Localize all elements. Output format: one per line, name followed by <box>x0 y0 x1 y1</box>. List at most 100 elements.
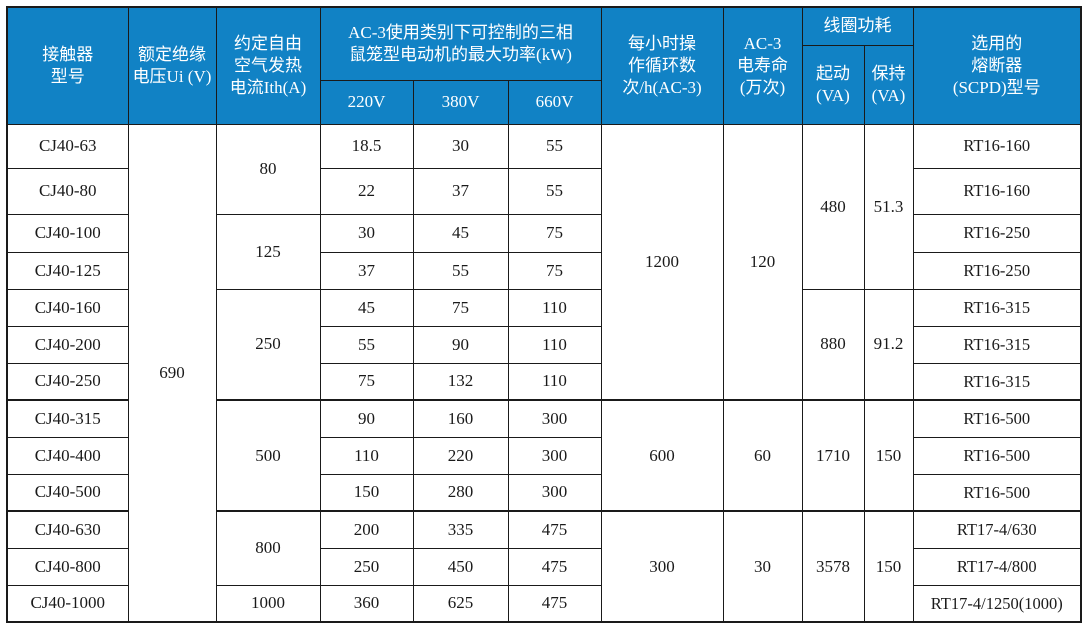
table-row: CJ40-250 75 132 110 RT16-315 <box>6 362 1082 401</box>
kw220-cell: 110 <box>319 436 414 475</box>
table-row: CJ40-80 22 37 55 RT16-160 <box>6 167 1082 215</box>
table-row: CJ40-630 800 200 335 475 300 30 3578 150… <box>6 510 1082 623</box>
ops-cell: 300 <box>600 510 724 623</box>
coil-start-cell: 1710 <box>801 399 865 512</box>
kw380-cell: 55 <box>412 251 509 290</box>
kw660-cell: 75 <box>507 251 602 290</box>
kw220-cell: 22 <box>319 167 414 215</box>
header-thermal-current: 约定自由 空气发热 电流Ith(A) <box>215 6 321 125</box>
fuse-cell: RT16-500 <box>912 473 1082 512</box>
model-cell: CJ40-80 <box>6 167 129 215</box>
life-cell: 60 <box>722 399 803 512</box>
kw380-cell: 625 <box>412 584 509 623</box>
ith-cell: 250 <box>215 288 321 401</box>
kw220-cell: 90 <box>319 399 414 438</box>
header-ops-per-hour: 每小时操 作循环数 次/h(AC-3) <box>600 6 724 125</box>
model-cell: CJ40-500 <box>6 473 129 512</box>
kw660-cell: 110 <box>507 362 602 401</box>
fuse-cell: RT16-250 <box>912 213 1082 253</box>
kw380-cell: 90 <box>412 325 509 364</box>
fuse-cell: RT16-315 <box>912 325 1082 364</box>
ith-cell: 800 <box>215 510 321 586</box>
model-cell: CJ40-125 <box>6 251 129 290</box>
fuse-cell: RT16-315 <box>912 288 1082 327</box>
ith-cell: 1000 <box>215 584 321 623</box>
kw220-cell: 18.5 <box>319 123 414 169</box>
table-row: CJ40-1000 1000 360 625 475 RT17-4/1250(1… <box>6 584 1082 623</box>
kw220-cell: 37 <box>319 251 414 290</box>
table-row: CJ40-200 55 90 110 RT16-315 <box>6 325 1082 364</box>
coil-start-cell: 480 <box>801 123 865 290</box>
coil-start-cell: 880 <box>801 288 865 401</box>
header-row: 接触器 型号 额定绝缘 电压Ui (V) 约定自由 空气发热 电流Ith(A) … <box>6 6 1082 125</box>
kw660-cell: 300 <box>507 436 602 475</box>
kw660-cell: 475 <box>507 584 602 623</box>
fuse-cell: RT16-160 <box>912 123 1082 169</box>
kw660-cell: 55 <box>507 167 602 215</box>
header-220v: 220V <box>319 79 414 125</box>
kw380-cell: 160 <box>412 399 509 438</box>
kw220-cell: 75 <box>319 362 414 401</box>
kw660-cell: 475 <box>507 510 602 549</box>
header-660v: 660V <box>507 79 602 125</box>
coil-hold-cell: 150 <box>863 399 914 512</box>
kw380-cell: 75 <box>412 288 509 327</box>
coil-hold-cell: 150 <box>863 510 914 623</box>
fuse-cell: RT17-4/1250(1000) <box>912 584 1082 623</box>
header-row: 220V 380V 660V <box>7 79 1081 125</box>
ith-cell: 80 <box>215 123 321 215</box>
ith-cell: 500 <box>215 399 321 512</box>
model-cell: CJ40-200 <box>6 325 129 364</box>
kw380-cell: 132 <box>412 362 509 401</box>
model-cell: CJ40-315 <box>6 399 129 438</box>
kw220-cell: 45 <box>319 288 414 327</box>
model-cell: CJ40-400 <box>6 436 129 475</box>
header-row: 起动 (VA) 保持 (VA) <box>7 44 1081 125</box>
kw380-cell: 30 <box>412 123 509 169</box>
kw380-cell: 280 <box>412 473 509 512</box>
table-row: CJ40-125 37 55 75 RT16-250 <box>6 251 1082 290</box>
model-cell: CJ40-630 <box>6 510 129 549</box>
fuse-cell: RT16-500 <box>912 399 1082 438</box>
kw220-cell: 55 <box>319 325 414 364</box>
header-380v: 380V <box>412 79 509 125</box>
table-row: CJ40-160 250 45 75 110 880 91.2 RT16-315 <box>6 288 1082 401</box>
header-coil-start: 起动 (VA) <box>801 44 865 125</box>
kw660-cell: 110 <box>507 288 602 327</box>
table-body: CJ40-63 690 80 18.5 30 55 1200 120 480 5… <box>6 123 1082 623</box>
model-cell: CJ40-250 <box>6 362 129 401</box>
kw220-cell: 30 <box>319 213 414 253</box>
fuse-cell: RT16-250 <box>912 251 1082 290</box>
fuse-cell: RT17-4/800 <box>912 547 1082 586</box>
ops-cell: 1200 <box>600 123 724 401</box>
ops-cell: 600 <box>600 399 724 512</box>
fuse-cell: RT16-160 <box>912 167 1082 215</box>
table-header: 接触器 型号 额定绝缘 电压Ui (V) 约定自由 空气发热 电流Ith(A) … <box>6 6 1082 125</box>
header-ac3-life: AC-3 电寿命 (万次) <box>722 6 803 125</box>
kw380-cell: 220 <box>412 436 509 475</box>
header-coil-hold: 保持 (VA) <box>863 44 914 125</box>
fuse-cell: RT17-4/630 <box>912 510 1082 549</box>
model-cell: CJ40-100 <box>6 213 129 253</box>
kw660-cell: 55 <box>507 123 602 169</box>
coil-start-cell: 3578 <box>801 510 865 623</box>
table-row: CJ40-63 690 80 18.5 30 55 1200 120 480 5… <box>6 123 1082 623</box>
life-cell: 30 <box>722 510 803 623</box>
kw220-cell: 150 <box>319 473 414 512</box>
kw380-cell: 45 <box>412 213 509 253</box>
ith-cell: 125 <box>215 213 321 290</box>
kw660-cell: 300 <box>507 473 602 512</box>
contactor-spec-table: 接触器 型号 额定绝缘 电压Ui (V) 约定自由 空气发热 电流Ith(A) … <box>6 6 1082 623</box>
kw660-cell: 110 <box>507 325 602 364</box>
model-cell: CJ40-800 <box>6 547 129 586</box>
model-cell: CJ40-63 <box>6 123 129 169</box>
header-ac3-power-group: AC-3使用类别下可控制的三相 鼠笼型电动机的最大功率(kW) <box>319 6 602 81</box>
fuse-cell: RT16-500 <box>912 436 1082 475</box>
kw660-cell: 300 <box>507 399 602 438</box>
kw660-cell: 475 <box>507 547 602 586</box>
header-insulation-voltage: 额定绝缘 电压Ui (V) <box>127 6 217 125</box>
model-cell: CJ40-1000 <box>6 584 129 623</box>
header-fuse: 选用的 熔断器 (SCPD)型号 <box>912 6 1082 125</box>
kw220-cell: 360 <box>319 584 414 623</box>
coil-hold-cell: 51.3 <box>863 123 914 290</box>
